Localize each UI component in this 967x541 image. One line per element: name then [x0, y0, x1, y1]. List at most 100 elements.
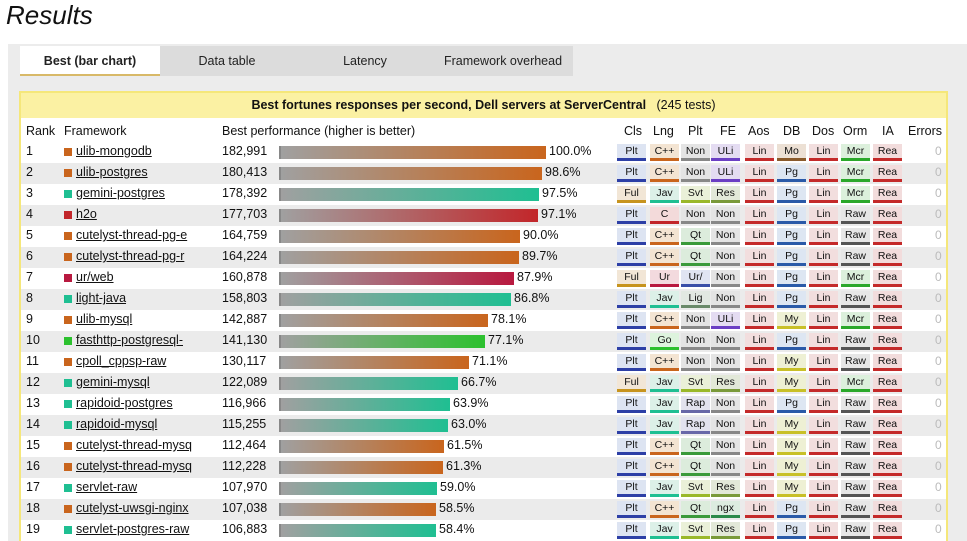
bar-axis-tick	[279, 272, 281, 285]
table-caption: Best fortunes responses per second, Dell…	[21, 93, 946, 118]
tab-data-table[interactable]: Data table	[198, 54, 256, 68]
attribute-cell: Raw	[841, 228, 870, 245]
framework-link[interactable]: h2o	[76, 207, 97, 221]
framework-link[interactable]: ulib-mongodb	[76, 144, 152, 158]
framework-link[interactable]: gemini-mysql	[76, 375, 150, 389]
bar-axis-tick	[279, 503, 281, 516]
row-rank: 2	[26, 165, 33, 179]
table-row: 19 servlet-postgres-raw 106,883 58.4% Plt Jav…	[21, 520, 946, 541]
attribute-cell: Rea	[873, 480, 902, 497]
attribute-cell: Rea	[873, 291, 902, 308]
bar-axis-tick	[279, 524, 281, 537]
row-rank: 14	[26, 417, 40, 431]
framework-link[interactable]: rapidoid-postgres	[76, 396, 173, 410]
attribute-cell: ULi	[711, 165, 740, 182]
tab-framework-overhead[interactable]: Framework overhead	[443, 54, 563, 68]
attribute-cell: Raw	[841, 459, 870, 476]
performance-percent: 77.1%	[488, 333, 524, 347]
attribute-cell: Non	[681, 312, 710, 329]
language-color-square	[64, 232, 72, 240]
bar-axis-tick	[279, 440, 281, 453]
header-orm: Orm	[843, 124, 868, 138]
header-cls: Cls	[624, 124, 643, 138]
language-color-square	[64, 211, 72, 219]
attribute-cell: Raw	[841, 354, 870, 371]
attribute-cell: Pg	[777, 207, 806, 224]
performance-percent: 58.4%	[439, 522, 475, 536]
tab-best-bar-chart[interactable]: Best (bar chart)	[20, 46, 160, 76]
performance-bar	[281, 482, 437, 495]
row-rank: 19	[26, 522, 40, 536]
row-rank: 1	[26, 144, 33, 158]
performance-value: 178,392	[222, 186, 268, 200]
attribute-cell: Raw	[841, 480, 870, 497]
attribute-cell: C++	[650, 249, 679, 266]
framework-link[interactable]: cutelyst-thread-mysq	[76, 438, 193, 452]
attribute-cell: Lin	[809, 333, 838, 350]
attribute-cell: ULi	[711, 144, 740, 161]
attribute-cell: Lin	[745, 417, 774, 434]
attribute-cell: Mcr	[841, 186, 870, 203]
performance-bar	[281, 272, 514, 285]
performance-bar	[281, 377, 458, 390]
attribute-cell: Non	[681, 333, 710, 350]
framework-link[interactable]: cutelyst-thread-pg-e	[76, 228, 188, 242]
framework-link[interactable]: rapidoid-mysql	[76, 417, 158, 431]
attribute-cell: C++	[650, 354, 679, 371]
framework-link[interactable]: servlet-postgres-raw	[76, 522, 190, 536]
framework-link[interactable]: cutelyst-thread-mysq	[76, 459, 193, 473]
row-rank: 4	[26, 207, 33, 221]
attribute-cell: Rea	[873, 354, 902, 371]
attribute-cell: Non	[711, 291, 740, 308]
row-rank: 7	[26, 270, 33, 284]
performance-value: 107,970	[222, 480, 268, 494]
header-aos: Aos	[748, 124, 770, 138]
language-color-square	[64, 379, 72, 387]
framework-link[interactable]: ulib-postgres	[76, 165, 148, 179]
attribute-cell: Plt	[617, 207, 646, 224]
row-rank: 5	[26, 228, 33, 242]
attribute-cell: Mcr	[841, 375, 870, 392]
attribute-cell: Lin	[809, 291, 838, 308]
framework-link[interactable]: cutelyst-uwsgi-nginx	[76, 501, 189, 515]
attribute-cell: Non	[711, 396, 740, 413]
framework-link[interactable]: light-java	[76, 291, 127, 305]
performance-bar	[281, 503, 436, 516]
language-color-square	[64, 190, 72, 198]
attribute-cell: Res	[711, 480, 740, 497]
framework-link[interactable]: fasthttp-postgresql-	[76, 333, 183, 347]
header-db: DB	[783, 124, 801, 138]
attribute-cell: Plt	[617, 312, 646, 329]
attribute-cell: Lin	[809, 354, 838, 371]
attribute-cell: Rea	[873, 333, 902, 350]
framework-link[interactable]: cutelyst-thread-pg-r	[76, 249, 185, 263]
row-rank: 15	[26, 438, 40, 452]
attribute-cell: Lin	[745, 270, 774, 287]
attribute-cell: Qt	[681, 438, 710, 455]
tab-latency[interactable]: Latency	[343, 54, 387, 68]
framework-link[interactable]: cpoll_cppsp-raw	[76, 354, 167, 368]
tab-bar: Best (bar chart) Data table Latency Fram…	[8, 44, 967, 84]
bar-axis-tick	[279, 188, 281, 201]
framework-link[interactable]: gemini-postgres	[76, 186, 165, 200]
language-color-square	[64, 316, 72, 324]
bar-axis-tick	[279, 398, 281, 411]
attribute-cell: Pg	[777, 186, 806, 203]
attribute-cell: Rea	[873, 312, 902, 329]
performance-percent: 97.1%	[541, 207, 577, 221]
attribute-cell: Svt	[681, 522, 710, 539]
attribute-cell: Pg	[777, 291, 806, 308]
bar-axis-tick	[279, 419, 281, 432]
row-rank: 18	[26, 501, 40, 515]
framework-link[interactable]: servlet-raw	[76, 480, 138, 494]
framework-link[interactable]: ur/web	[76, 270, 114, 284]
error-count: 0	[935, 522, 942, 536]
attribute-cell: Rea	[873, 396, 902, 413]
framework-link[interactable]: ulib-mysql	[76, 312, 133, 326]
performance-percent: 63.9%	[453, 396, 489, 410]
attribute-cell: Raw	[841, 207, 870, 224]
error-count: 0	[935, 438, 942, 452]
attribute-cell: Lin	[809, 207, 838, 224]
attribute-cell: Lin	[809, 144, 838, 161]
bar-axis-tick	[279, 209, 281, 222]
